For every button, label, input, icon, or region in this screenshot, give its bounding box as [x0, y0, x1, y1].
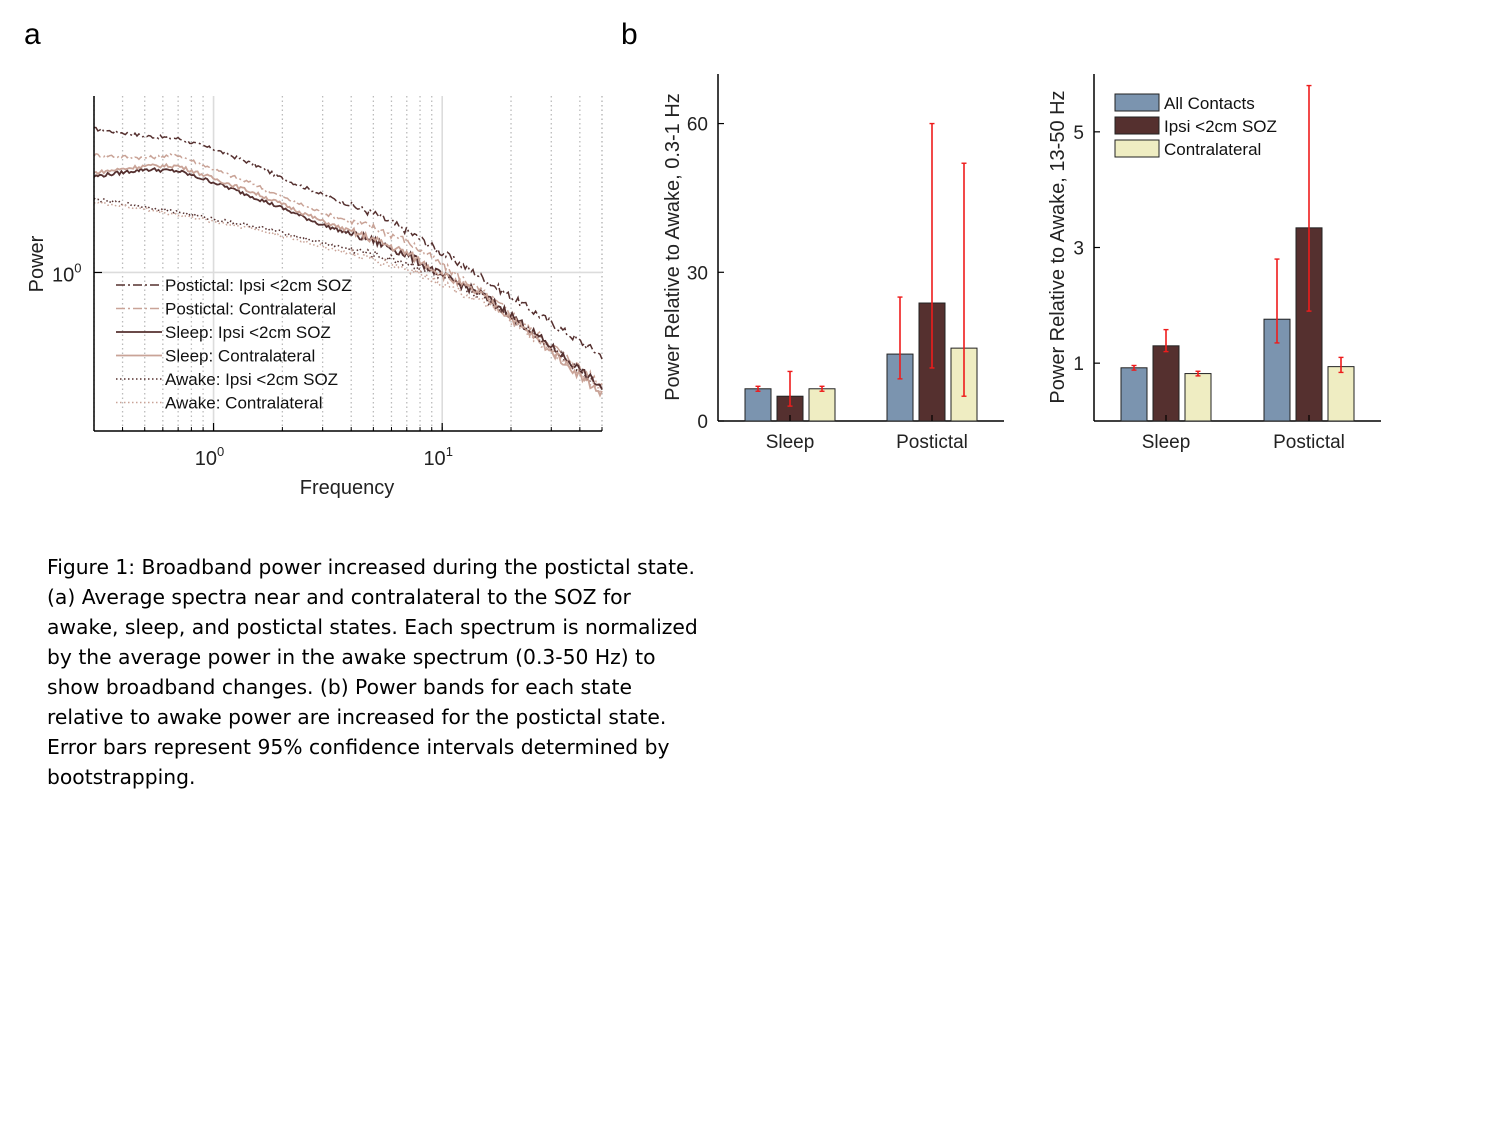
x-tick-label: 100: [195, 444, 224, 470]
y-tick-label: 0: [697, 412, 708, 433]
category-label-sleep: Sleep: [766, 432, 815, 453]
bar-chart-low-band: 0 30 60 Sleep Postictal Power Relative to Awa…: [662, 74, 1004, 453]
spectra-grid: [93, 96, 603, 431]
y-tick-label: 100: [52, 260, 81, 286]
bar-postictal-contralateral: [1327, 366, 1355, 422]
panel-letter-a: a: [24, 18, 41, 51]
legend-label-postictal-ipsi-2cm-soz: Postictal: Ipsi <2cm SOZ: [165, 276, 352, 295]
spectra-lines: [93, 126, 603, 398]
legend-label-contralateral: Contralateral: [1164, 140, 1261, 159]
bar-ylabel: Power Relative to Awake, 13-50 Hz: [1047, 90, 1069, 403]
bar-sleep-all-contacts: [744, 388, 772, 422]
legend-swatch-ipsi-2cm-soz: [1114, 116, 1160, 135]
legend-label-awake-ipsi-2cm-soz: Awake: Ipsi <2cm SOZ: [165, 370, 338, 389]
panel-letter-b: b: [621, 18, 638, 51]
spectra-xlabel: Frequency: [300, 477, 395, 499]
x-tick-exponent: 1: [446, 444, 453, 459]
spectra-axes: [93, 96, 602, 432]
legend-label-awake-contralateral: Awake: Contralateral: [165, 394, 323, 413]
legend-label-sleep-contralateral: Sleep: Contralateral: [165, 347, 315, 366]
x-tick-label: 101: [423, 444, 452, 470]
legend-label-sleep-ipsi-2cm-soz: Sleep: Ipsi <2cm SOZ: [165, 323, 331, 342]
bar-sleep-contralateral: [1184, 373, 1212, 422]
category-label-sleep: Sleep: [1142, 432, 1191, 453]
spectrum-line-sleep-contralateral: [93, 162, 603, 398]
spectrum-line-awake-contralateral: [93, 200, 603, 395]
y-tick-label: 5: [1073, 123, 1084, 144]
y-tick-label: 30: [687, 263, 708, 284]
y-tick-label: 1: [1073, 354, 1084, 375]
legend-swatch-contralateral: [1114, 139, 1160, 158]
figure-caption: Figure 1: Broadband power increased duri…: [47, 555, 698, 789]
bar-chart-high-band: 1 3 5 Sleep Postictal Power Relative to Awake…: [1047, 74, 1381, 453]
spectra-ylabel: Power: [26, 235, 48, 292]
category-label-postictal: Postictal: [1273, 432, 1345, 453]
legend-swatch-all-contacts: [1114, 93, 1160, 112]
bar-ylabel: Power Relative to Awake, 0.3-1 Hz: [662, 93, 684, 401]
bar-sleep-contralateral: [808, 388, 836, 422]
bar-sleep-ipsi-2cm-soz: [1152, 345, 1180, 422]
legend-label-postictal-contralateral: Postictal: Contralateral: [165, 300, 336, 319]
y-tick-label: 60: [687, 115, 708, 136]
y-tick-exponent: 0: [74, 260, 81, 275]
legend-label-all-contacts: All Contacts: [1164, 94, 1255, 113]
spectrum-line-awake-ipsi-2cm-soz: [93, 197, 603, 389]
bar-sleep-all-contacts: [1120, 367, 1148, 422]
spectrum-line-postictal-ipsi-2cm-soz: [93, 126, 603, 360]
spectra-legend: Postictal: Ipsi <2cm SOZ Postictal: Contr…: [116, 276, 352, 413]
x-tick-exponent: 0: [217, 444, 224, 459]
y-tick-label: 3: [1073, 239, 1084, 260]
legend-label-ipsi-2cm-soz: Ipsi <2cm SOZ: [1164, 117, 1277, 136]
category-label-postictal: Postictal: [896, 432, 968, 453]
